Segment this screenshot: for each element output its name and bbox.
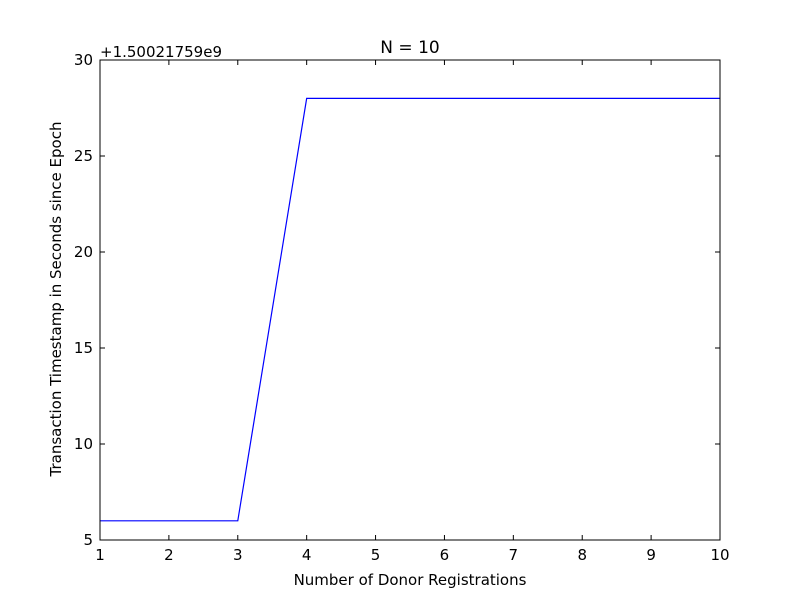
x-tick-label: 4 <box>302 546 312 564</box>
x-tick-label: 5 <box>371 546 381 564</box>
plot-area: 1 2 3 4 5 6 7 8 9 10 5 10 15 20 25 30 <box>74 51 730 564</box>
x-tick-label: 9 <box>646 546 656 564</box>
x-tick-label: 2 <box>164 546 174 564</box>
x-tick-label: 1 <box>95 546 105 564</box>
series-line-0 <box>100 97 720 522</box>
chart-title: N = 10 <box>380 38 439 58</box>
y-tick-label: 25 <box>74 147 93 165</box>
x-axis-label: Number of Donor Registrations <box>294 571 527 589</box>
y-axis-label: Transaction Timestamp in Seconds since E… <box>47 122 65 478</box>
x-tick-label: 6 <box>440 546 450 564</box>
x-tick-label: 3 <box>233 546 243 564</box>
x-tick-label: 10 <box>710 546 729 564</box>
plot-frame <box>99 59 721 541</box>
x-tick-label: 7 <box>509 546 519 564</box>
y-tick-label: 20 <box>74 243 93 261</box>
x-tick-label: 8 <box>577 546 587 564</box>
y-tick-label: 15 <box>74 339 93 357</box>
y-tick-label: 5 <box>83 531 93 549</box>
y-tick-label: 30 <box>74 51 93 69</box>
y-offset-label: +1.50021759e9 <box>100 43 222 61</box>
y-tick-label: 10 <box>74 435 93 453</box>
